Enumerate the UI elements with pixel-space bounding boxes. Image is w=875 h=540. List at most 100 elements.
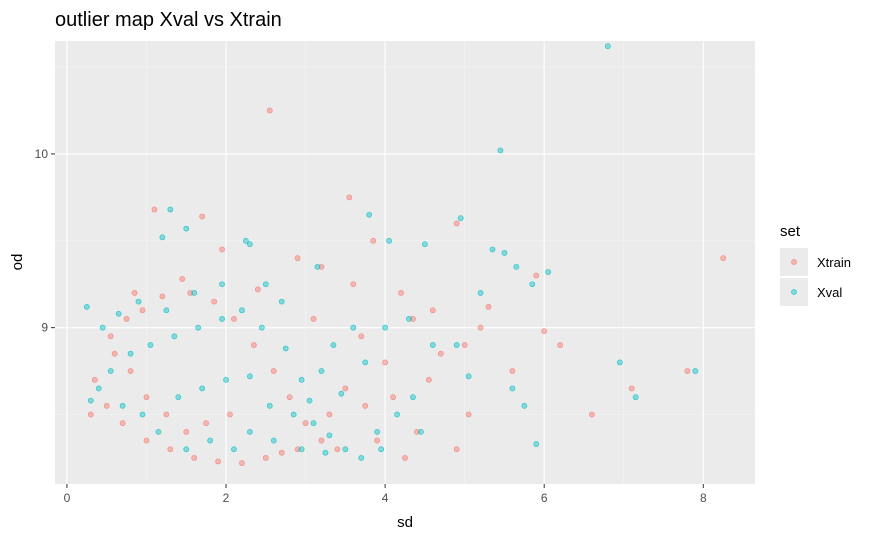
point-xval	[119, 402, 126, 409]
point-xval	[394, 411, 400, 418]
point-xtrain	[250, 342, 257, 348]
point-xtrain	[541, 328, 548, 335]
point-xtrain	[414, 428, 420, 435]
point-xval	[262, 281, 269, 288]
y-tick-label: 10	[35, 147, 49, 161]
point-xval	[282, 345, 289, 352]
legend-marker-xval	[791, 289, 797, 295]
point-xval	[489, 246, 496, 253]
point-xval	[386, 237, 392, 244]
point-xtrain	[183, 428, 190, 435]
point-xtrain	[509, 368, 516, 374]
point-xval	[322, 449, 329, 456]
point-xval	[632, 394, 639, 401]
point-xval	[513, 263, 520, 270]
point-xtrain	[398, 290, 404, 296]
point-xval	[374, 428, 381, 435]
point-xval	[382, 324, 389, 331]
point-xval	[83, 303, 90, 310]
point-xval	[521, 402, 528, 409]
point-xtrain	[111, 350, 118, 357]
point-xtrain	[187, 290, 194, 296]
point-xtrain	[390, 394, 396, 401]
point-xval	[223, 376, 229, 383]
point-xval	[171, 333, 178, 340]
point-xtrain	[231, 316, 237, 322]
point-xtrain	[342, 385, 349, 392]
point-xtrain	[203, 420, 210, 427]
point-xtrain	[87, 411, 94, 418]
point-xval	[350, 324, 357, 331]
point-xval	[497, 147, 504, 154]
point-xtrain	[318, 263, 325, 270]
point-xtrain	[374, 437, 381, 444]
point-xtrain	[103, 402, 110, 409]
point-xval	[406, 316, 412, 322]
point-xtrain	[362, 402, 369, 409]
x-tick-label: 4	[382, 491, 389, 505]
point-xval	[330, 342, 337, 348]
point-xval	[159, 234, 166, 241]
legend-key-xval	[780, 278, 808, 306]
point-xval	[231, 446, 237, 453]
point-xval	[533, 441, 540, 447]
point-xtrain	[477, 324, 484, 331]
point-xtrain	[139, 307, 146, 314]
point-xval	[207, 437, 214, 444]
point-xval	[239, 307, 245, 314]
axis-ticks: 0 2 4 6 8 9 10	[35, 147, 707, 505]
point-xval	[95, 385, 102, 392]
point-xval	[175, 394, 182, 401]
point-xtrain	[402, 455, 408, 461]
point-xtrain	[278, 449, 285, 456]
point-xval	[127, 350, 134, 357]
point-xtrain	[227, 411, 233, 418]
point-xval	[545, 269, 552, 275]
point-xval	[410, 394, 416, 401]
legend-title: set	[780, 223, 801, 240]
point-xtrain	[239, 460, 245, 467]
plot-panel	[55, 41, 755, 484]
point-xval	[139, 411, 146, 418]
point-xval	[163, 307, 170, 314]
point-xval	[318, 368, 325, 374]
point-xval	[310, 420, 317, 427]
point-xtrain	[429, 307, 436, 314]
point-xtrain	[191, 455, 198, 461]
point-xval	[429, 342, 436, 348]
point-xtrain	[107, 333, 114, 340]
point-xtrain	[219, 246, 225, 253]
point-xtrain	[410, 316, 416, 322]
point-xtrain	[461, 342, 468, 348]
point-xval	[290, 411, 297, 418]
point-xval	[107, 368, 114, 374]
data-points	[83, 43, 727, 467]
point-xtrain	[382, 359, 389, 366]
point-xval	[87, 397, 94, 404]
point-xtrain	[370, 237, 377, 244]
point-xval	[453, 342, 460, 348]
point-xval	[298, 446, 305, 453]
legend-label-xval: Xval	[817, 285, 842, 300]
point-xtrain	[589, 411, 595, 418]
point-xtrain	[167, 446, 174, 453]
point-xval	[246, 373, 253, 380]
point-xtrain	[346, 194, 353, 201]
gridlines	[55, 41, 755, 484]
point-xval	[366, 211, 373, 218]
point-xtrain	[310, 316, 317, 322]
point-xval	[692, 368, 699, 374]
chart-title: outlier map Xval vs Xtrain	[55, 9, 282, 31]
point-xval	[191, 290, 198, 296]
legend-marker-xtrain	[791, 259, 797, 265]
point-xval	[278, 298, 285, 305]
point-xval	[604, 43, 611, 50]
point-xval	[314, 263, 321, 270]
point-xval	[99, 324, 106, 331]
x-tick-label: 6	[541, 491, 548, 505]
point-xval	[529, 281, 536, 288]
point-xtrain	[143, 394, 150, 401]
point-xval	[509, 385, 516, 392]
point-xval	[266, 402, 273, 409]
